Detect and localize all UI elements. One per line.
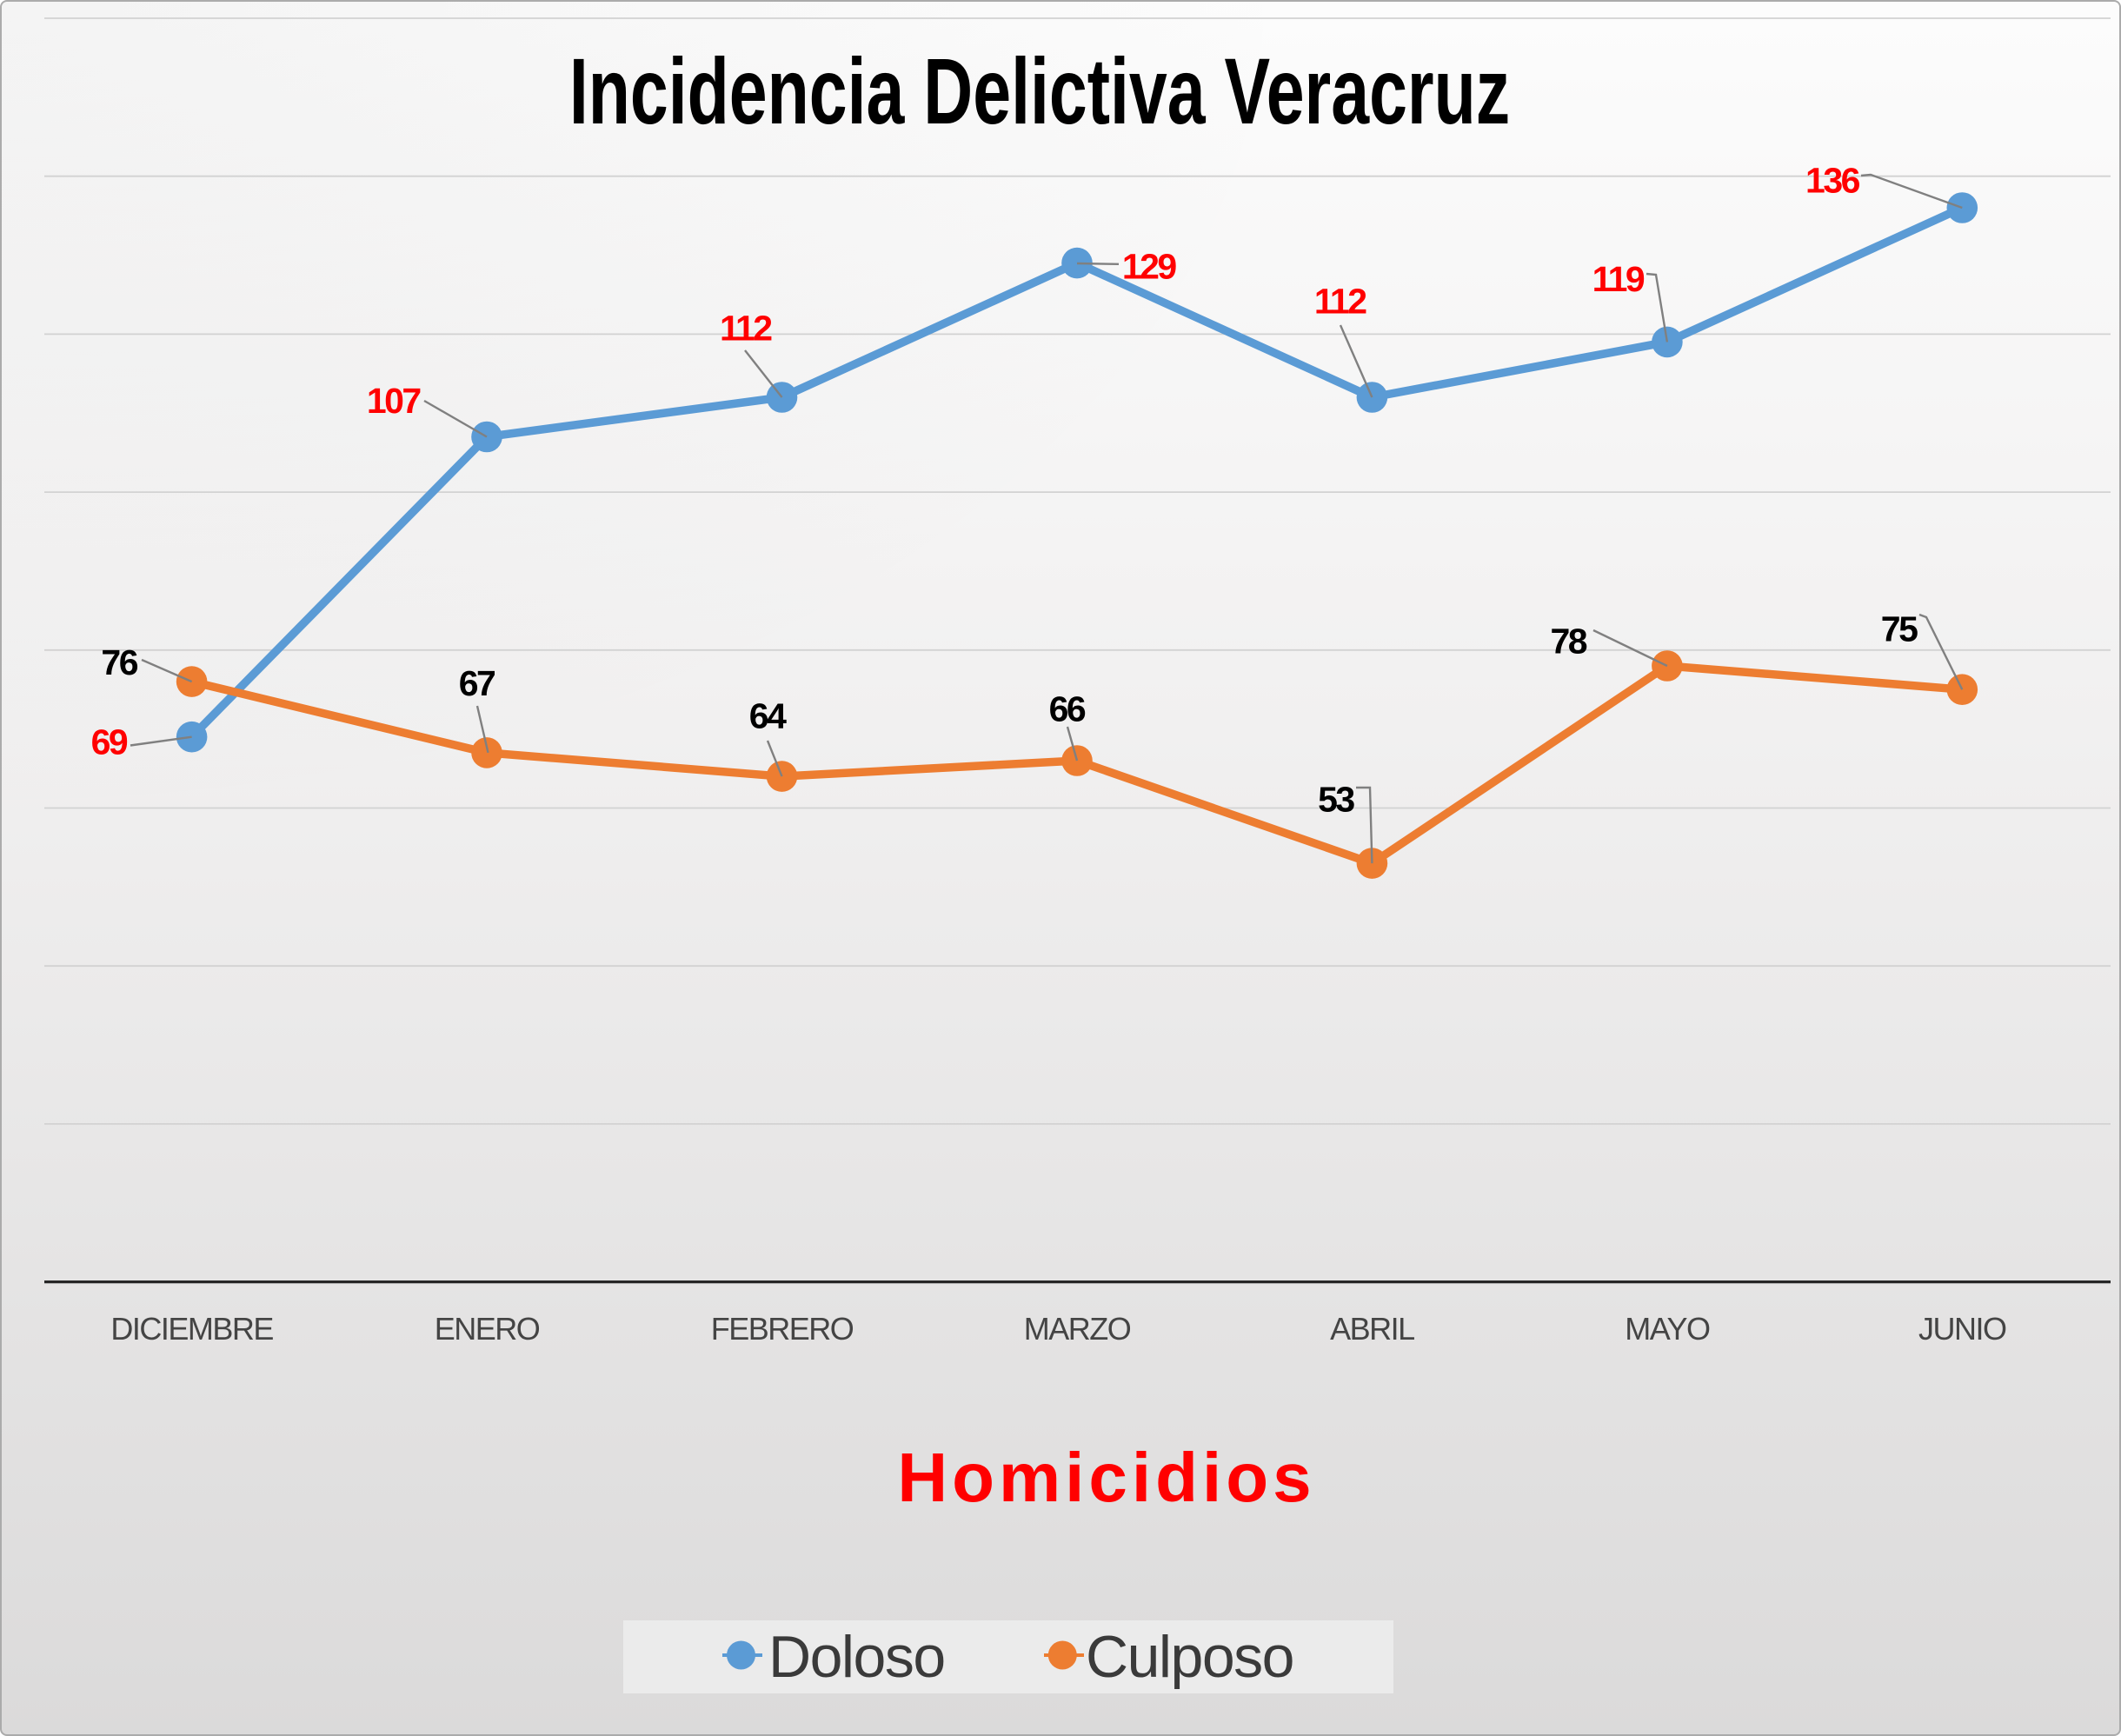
- svg-text:53: 53: [1318, 780, 1354, 820]
- svg-text:DICIEMBRE: DICIEMBRE: [110, 1311, 273, 1347]
- svg-text:Incidencia Delictiva Veracruz: Incidencia Delictiva Veracruz: [569, 39, 1510, 144]
- svg-text:66: 66: [1049, 689, 1086, 729]
- svg-text:ABRIL: ABRIL: [1330, 1311, 1414, 1347]
- svg-text:Homicidios: Homicidios: [897, 1439, 1315, 1516]
- svg-text:112: 112: [1314, 282, 1366, 322]
- svg-text:119: 119: [1592, 259, 1645, 299]
- svg-text:69: 69: [91, 722, 128, 762]
- svg-text:FEBRERO: FEBRERO: [711, 1311, 854, 1347]
- svg-text:Doloso: Doloso: [768, 1624, 945, 1690]
- svg-text:107: 107: [367, 381, 421, 421]
- svg-text:64: 64: [749, 695, 787, 735]
- svg-text:136: 136: [1805, 160, 1860, 200]
- svg-text:78: 78: [1550, 622, 1586, 662]
- svg-text:75: 75: [1881, 609, 1918, 649]
- svg-text:JUNIO: JUNIO: [1918, 1311, 2006, 1347]
- svg-text:MAYO: MAYO: [1625, 1311, 1710, 1347]
- svg-text:ENERO: ENERO: [435, 1311, 540, 1347]
- svg-text:129: 129: [1122, 246, 1177, 286]
- svg-text:76: 76: [101, 642, 137, 682]
- svg-text:112: 112: [720, 309, 772, 349]
- svg-text:Culposo: Culposo: [1086, 1624, 1293, 1690]
- svg-text:67: 67: [459, 663, 495, 703]
- svg-text:MARZO: MARZO: [1024, 1311, 1131, 1347]
